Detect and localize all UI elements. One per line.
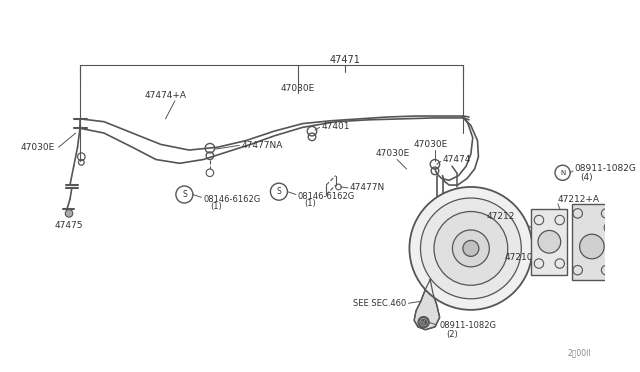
Circle shape [538, 230, 561, 253]
Text: 47211: 47211 [535, 237, 564, 246]
Circle shape [418, 317, 429, 328]
Text: 47471: 47471 [330, 55, 360, 65]
Text: 47401: 47401 [321, 122, 350, 131]
Text: 47030E: 47030E [20, 143, 55, 152]
Circle shape [420, 198, 521, 299]
Circle shape [410, 187, 532, 310]
Circle shape [452, 230, 490, 267]
Text: 47212+A: 47212+A [558, 195, 600, 204]
Text: 08146-6162G: 08146-6162G [204, 195, 260, 204]
Text: (4): (4) [580, 173, 593, 182]
Polygon shape [414, 280, 440, 330]
Text: 08911-1082G: 08911-1082G [440, 321, 497, 330]
Text: N: N [560, 170, 565, 176]
Text: 47212: 47212 [487, 212, 515, 221]
Text: 47030E: 47030E [413, 140, 447, 149]
Circle shape [434, 212, 508, 285]
Text: (2): (2) [446, 330, 458, 339]
Circle shape [604, 222, 616, 233]
Text: 47210: 47210 [505, 253, 533, 262]
Text: 2瀀00II: 2瀀00II [567, 348, 591, 357]
Text: 47477N: 47477N [350, 183, 385, 192]
Circle shape [420, 319, 426, 325]
Text: 47030E: 47030E [281, 84, 315, 93]
Text: 47477NA: 47477NA [241, 141, 282, 150]
Circle shape [463, 240, 479, 256]
Text: 47475: 47475 [55, 221, 83, 230]
Text: (1): (1) [305, 199, 316, 208]
Text: 08146-6162G: 08146-6162G [298, 192, 355, 201]
Bar [572, 204, 612, 280]
Bar [531, 209, 567, 275]
Text: S: S [182, 190, 187, 199]
Text: SEE SEC.460: SEE SEC.460 [353, 299, 406, 308]
Circle shape [580, 234, 604, 259]
Circle shape [65, 210, 73, 217]
Text: 47474: 47474 [442, 155, 471, 164]
Text: (1): (1) [210, 202, 221, 211]
Text: S: S [276, 187, 282, 196]
Text: 47030E: 47030E [375, 149, 410, 158]
Text: 47474+A: 47474+A [145, 91, 186, 100]
Text: N: N [421, 320, 426, 325]
Text: 08911-1082G: 08911-1082G [574, 164, 636, 173]
